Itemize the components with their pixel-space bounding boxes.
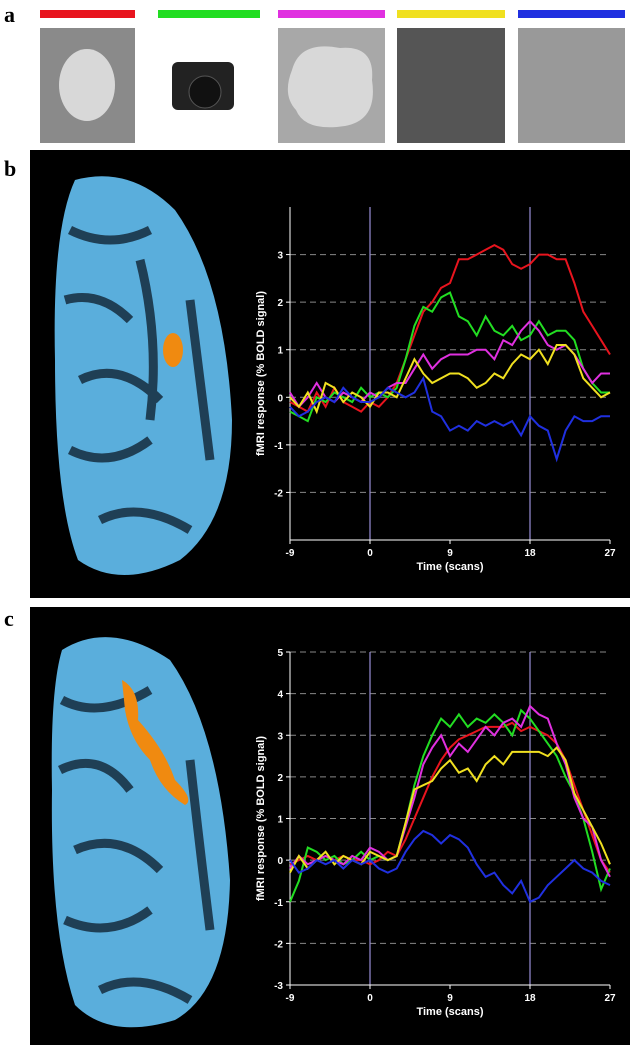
activation <box>122 680 189 805</box>
y-tick-label: 0 <box>277 393 283 404</box>
y-tick-label: -2 <box>274 488 283 499</box>
series-line <box>289 704 611 878</box>
y-tick-label: 3 <box>277 731 283 742</box>
y-tick-label: 0 <box>277 856 283 867</box>
y-tick-label: 1 <box>277 346 283 357</box>
brain-b <box>54 176 233 575</box>
y-axis-label: fMRI response (% BOLD signal) <box>255 736 267 901</box>
series-line <box>289 344 611 415</box>
series-line <box>289 829 611 904</box>
series-line <box>289 291 610 423</box>
condition-color <box>158 10 260 18</box>
condition-color <box>397 10 505 18</box>
x-tick-label: 0 <box>367 548 373 559</box>
y-tick-label: 3 <box>277 251 283 262</box>
stimuli <box>40 28 625 143</box>
y-tick-label: 1 <box>277 815 283 826</box>
y-tick-label: 2 <box>277 298 283 309</box>
x-tick-label: 9 <box>447 993 453 1004</box>
x-tick-label: -9 <box>286 993 295 1004</box>
panel-label: c <box>4 606 14 631</box>
noise-image <box>518 28 625 143</box>
sulci <box>57 686 215 1004</box>
sulci <box>63 225 215 534</box>
brain-c <box>51 637 230 1028</box>
series-line <box>289 375 610 463</box>
x-tick-label: 0 <box>367 993 373 1004</box>
camera-lens <box>188 75 222 109</box>
y-tick-label: 5 <box>277 648 283 659</box>
condition-color <box>518 10 625 18</box>
y-tick-label: -2 <box>274 939 283 950</box>
condition-color <box>40 10 135 18</box>
scrambled-image <box>397 28 505 143</box>
y-axis-label: fMRI response (% BOLD signal) <box>255 291 267 456</box>
blob <box>287 46 373 128</box>
x-axis-label: Time (scans) <box>416 561 483 573</box>
face <box>59 49 115 121</box>
panel-label: a <box>4 2 15 27</box>
y-tick-label: 4 <box>277 690 283 701</box>
series-line <box>289 746 611 874</box>
x-tick-label: 27 <box>604 993 616 1004</box>
brain-surface <box>54 176 233 575</box>
y-tick-label: -3 <box>274 981 283 992</box>
condition-colors <box>40 10 625 18</box>
y-tick-label: -1 <box>274 441 283 452</box>
y-tick-label: 2 <box>277 773 283 784</box>
series-line <box>289 319 610 409</box>
x-tick-label: 18 <box>524 548 536 559</box>
x-tick-label: 27 <box>604 548 616 559</box>
y-tick-label: -1 <box>274 898 283 909</box>
x-axis-label: Time (scans) <box>416 1006 483 1018</box>
x-tick-label: 18 <box>524 993 536 1004</box>
panel-label: b <box>4 156 16 181</box>
x-tick-label: -9 <box>286 548 295 559</box>
activation <box>163 333 183 367</box>
x-tick-label: 9 <box>447 548 453 559</box>
condition-color <box>278 10 385 18</box>
